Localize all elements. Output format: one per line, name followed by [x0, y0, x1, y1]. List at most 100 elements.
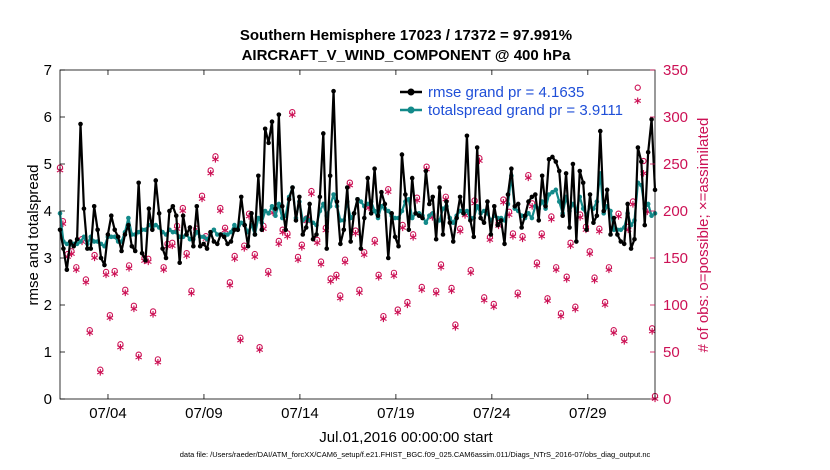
rmse-point [160, 246, 165, 251]
obs-assimilated-marker: * [212, 154, 220, 170]
totalspread-point [464, 208, 470, 214]
obs-possible-marker [188, 287, 195, 294]
obs-assimilated-marker: * [217, 206, 225, 222]
obs-possible-marker [544, 295, 551, 302]
rmse-point [420, 215, 425, 221]
obs-assimilated-marker: * [198, 194, 206, 210]
rmse-point [577, 168, 583, 174]
obs-possible-marker [418, 283, 425, 291]
rmse-point [546, 157, 552, 162]
rmse-point [351, 211, 357, 216]
obs-possible-marker [289, 108, 296, 116]
totalspread-point [269, 204, 275, 209]
rmse-point [143, 258, 148, 263]
x-tick-label: 07/29 [569, 405, 607, 422]
rmse-point [115, 234, 121, 240]
rmse-point [156, 211, 162, 216]
rmse-point [488, 232, 494, 237]
totalspread-point [214, 232, 220, 237]
obs-assimilated-marker: * [141, 256, 149, 272]
rmse-point [191, 243, 196, 249]
obs-assimilated-marker: * [418, 285, 426, 301]
rmse-point [553, 159, 559, 164]
y2-tick-label: 150 [663, 250, 688, 267]
obs-possible-marker [591, 274, 598, 281]
legend-rmse-marker [407, 88, 415, 96]
obs-assimilated-marker: * [495, 221, 503, 237]
rmse-point [355, 196, 360, 202]
y-tick-label: 2 [44, 297, 52, 314]
rmse-point [180, 213, 186, 218]
obs-possible-marker [275, 237, 282, 245]
legend-totalspread-label: totalspread grand pr = 3.9111 [428, 102, 623, 119]
rmse-point [139, 251, 145, 256]
rmse-point [628, 246, 634, 251]
x-tick-label: 07/24 [473, 405, 511, 422]
obs-possible-marker [237, 334, 244, 341]
obs-possible-marker [135, 351, 142, 358]
obs-possible-marker [102, 268, 110, 276]
data-file-note: data file: /Users/raeder/DAI/ATM_forcXX/… [180, 450, 651, 459]
rmse-point [519, 225, 524, 230]
totalspread-point [273, 213, 278, 218]
rmse-point [173, 213, 179, 218]
rmse-point [382, 201, 388, 207]
totalspread-point [256, 215, 261, 221]
obs-possible-marker [179, 204, 186, 212]
obs-possible-marker [394, 306, 401, 313]
legend-rmse-label: rmse grand pr = 4.1635 [428, 84, 584, 101]
totalspread-point [136, 229, 141, 235]
rmse-point [608, 232, 613, 237]
rmse-point [392, 234, 398, 240]
rmse-point [105, 232, 111, 237]
obs-assimilated-marker: * [413, 196, 421, 212]
rmse-point [317, 194, 323, 200]
obs-possible-marker [169, 239, 176, 246]
obs-assimilated-marker: * [245, 212, 253, 228]
obs-assimilated-marker: * [149, 309, 157, 325]
obs-possible-marker [97, 366, 104, 373]
obs-assimilated-marker: * [59, 219, 67, 235]
obs-assimilated-marker: * [327, 277, 335, 293]
obs-assimilated-marker: * [634, 96, 642, 112]
obs-assimilated-marker: * [97, 368, 105, 384]
rmse-point [81, 206, 87, 211]
obs-assimilated-marker: * [365, 203, 373, 219]
rmse-point [307, 201, 312, 207]
y-tick-label: 0 [44, 391, 52, 408]
obs-possible-marker [572, 303, 579, 310]
rmse-point [536, 218, 542, 223]
obs-assimilated-marker: * [576, 213, 584, 229]
rmse-point [293, 218, 299, 223]
obs-assimilated-marker: * [226, 280, 234, 296]
y2-axis-label: # of obs: o=possible; ×=assimilated [695, 118, 712, 353]
rmse-point [509, 166, 514, 171]
rmse-point [635, 145, 641, 150]
legend: rmse grand pr = 4.1635 totalspread grand… [396, 81, 631, 121]
rmse-point [591, 220, 596, 226]
obs-possible-marker [317, 258, 325, 265]
obs-possible-marker [514, 289, 521, 296]
obs-possible-marker [198, 192, 206, 199]
obs-assimilated-marker: * [314, 238, 322, 254]
obs-assimilated-marker: * [621, 337, 629, 353]
obs-possible-marker [231, 252, 238, 260]
chart-subtitle: AIRCRAFT_V_WIND_COMPONENT @ 400 hPa [242, 47, 572, 64]
rmse-point [625, 201, 630, 207]
rmse-point [187, 225, 193, 230]
obs-assimilated-marker: * [91, 253, 99, 269]
rmse-point [78, 121, 83, 127]
rmse-point [303, 225, 309, 230]
obs-assimilated-marker: * [106, 313, 114, 329]
rmse-point [85, 246, 90, 251]
rmse-point [478, 215, 483, 221]
obs-possible-marker [130, 302, 138, 309]
obs-assimilated-marker: * [591, 276, 599, 292]
rmse-point [604, 187, 610, 193]
totalspread-point [423, 220, 429, 226]
obs-possible-marker [621, 335, 628, 342]
obs-assimilated-marker: * [409, 232, 417, 248]
totalspread-point [276, 201, 282, 207]
obs-assimilated-marker: * [160, 265, 168, 281]
rmse-point [310, 236, 316, 242]
